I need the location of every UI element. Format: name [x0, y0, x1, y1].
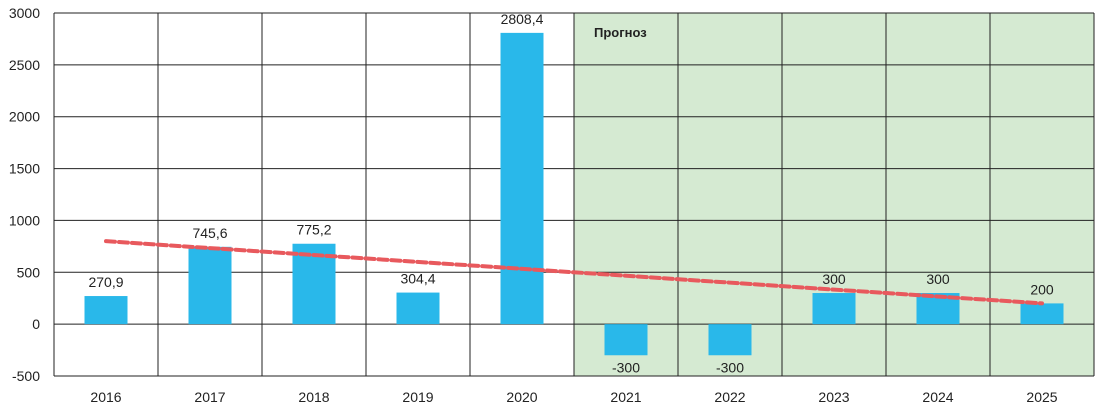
trend-line	[104, 239, 1044, 306]
bar-2021	[604, 324, 648, 356]
y-tick-label: -500	[12, 368, 40, 384]
data-label: 270,9	[88, 274, 123, 290]
data-label: 200	[1030, 281, 1054, 297]
x-tick-label: 2021	[610, 389, 641, 405]
x-tick-label: 2016	[90, 389, 121, 405]
y-tick-label: 1500	[9, 161, 40, 177]
bar-2023	[812, 293, 856, 325]
bar-2025	[1020, 303, 1064, 325]
y-tick-label: 2500	[9, 57, 40, 73]
bar-2017	[188, 246, 232, 325]
data-label: 304,4	[400, 271, 435, 287]
x-tick-label: 2018	[298, 389, 329, 405]
x-tick-label: 2020	[506, 389, 537, 405]
data-label: 2808,4	[501, 11, 544, 27]
bar-2020	[500, 32, 544, 325]
data-label: 300	[926, 271, 950, 287]
data-label: 745,6	[192, 225, 227, 241]
forecast-label: Прогноз	[594, 25, 647, 40]
y-tick-label: 2000	[9, 109, 40, 125]
data-label: 300	[822, 271, 846, 287]
data-label: -300	[612, 359, 640, 375]
data-label: 775,2	[296, 222, 331, 238]
data-label: -300	[716, 359, 744, 375]
y-tick-label: 500	[17, 264, 41, 280]
x-tick-label: 2024	[922, 389, 953, 405]
y-tick-label: 3000	[9, 5, 40, 21]
bar-2022	[708, 324, 752, 356]
y-tick-label: 1000	[9, 212, 40, 228]
bar-2016	[84, 296, 128, 325]
y-tick-label: 0	[32, 316, 40, 332]
x-tick-label: 2017	[194, 389, 225, 405]
x-tick-label: 2022	[714, 389, 745, 405]
x-tick-label: 2025	[1026, 389, 1057, 405]
x-tick-label: 2019	[402, 389, 433, 405]
x-tick-label: 2023	[818, 389, 849, 405]
bar-2019	[396, 292, 440, 325]
